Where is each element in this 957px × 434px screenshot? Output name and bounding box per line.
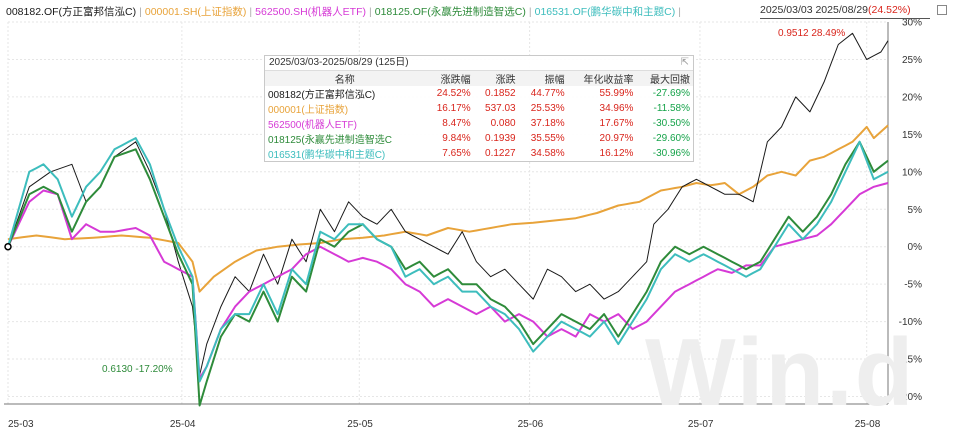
y-tick-label: 20% [902,92,922,103]
stats-cell-annual: 55.99% [599,88,634,99]
stats-cell-annual: 20.97% [599,133,634,144]
series-line [7,32,889,376]
date-range[interactable]: 2025/03/03 2025/08/29(24.52%) [760,4,911,16]
stats-cell-mdd: -27.69% [652,88,690,99]
stats-cell-chg: 0.080 [490,118,516,129]
stats-column-header: 名称 [265,71,425,86]
y-tick-label: -20% [899,392,922,403]
series-line [7,137,889,383]
x-tick-label: 25-08 [855,419,881,430]
stats-cell-chg-pct: 24.52% [436,88,471,99]
stats-cell-amp: 37.18% [530,118,565,129]
stats-table: 名称 涨跌幅 涨跌 振幅 年化收益率 最大回撤 008182(方正富邦信泓C) 24.52%… [265,71,693,161]
y-tick-label: 30% [902,18,922,29]
stats-cell-amp: 44.77% [530,88,565,99]
y-tick-label: 10% [902,167,922,178]
x-tick-label: 25-03 [8,419,34,430]
stats-cell-mdd: -30.50% [652,118,690,129]
stats-header-row: 名称 涨跌幅 涨跌 振幅 年化收益率 最大回撤 [265,71,693,86]
stats-row[interactable]: 016531(鹏华碳中和主题C) 7.65% 0.1227 34.58% 16.12% -… [265,146,693,161]
y-tick-label: 15% [902,130,922,141]
series-line [7,182,889,380]
x-tick-label: 25-07 [688,419,714,430]
stats-cell-chg-pct: 16.17% [436,103,471,114]
y-tick-label: -15% [899,355,922,366]
min-annotation: 0.6130 -17.20% [102,364,173,375]
legend-separator: | [528,6,532,18]
y-tick-label: -10% [899,317,922,328]
series-line [7,124,889,293]
legend-item[interactable]: 000001.SH(上证指数) [144,6,247,18]
date-range-text: 2025/03/03 2025/08/29 [760,4,869,16]
stats-cell-mdd: -11.58% [653,103,690,114]
legend-item[interactable]: 016531.OF(鹏华碳中和主题C) [534,6,676,18]
stats-column-header: 最大回撤 [636,71,693,86]
stats-cell-name: 016531(鹏华碳中和主题C) [268,150,386,161]
legend-item[interactable]: 008182.OF(方正富邦信泓C) [6,6,137,18]
range-select-icon[interactable] [937,5,947,15]
x-tick-label: 25-06 [518,419,544,430]
y-tick-label: -5% [904,280,922,291]
origin-marker [4,242,12,251]
collapse-icon[interactable]: ⇱ [680,57,689,68]
stats-cell-amp: 35.55% [530,133,565,144]
stats-cell-mdd: -30.96% [652,148,690,159]
date-range-pct: (24.52%) [868,4,911,16]
stats-panel-title: 2025/03/03-2025/08/29 (125日) [269,57,409,68]
legend-item[interactable]: 018125.OF(永赢先进制造智选C) [374,6,526,18]
wind-watermark: Win.d [645,319,916,426]
legend-separator: | [369,6,372,18]
legend-separator: | [139,6,142,18]
stats-cell-name: 562500(机器人ETF) [268,120,357,131]
stats-column-header: 涨跌幅 [424,71,474,86]
stats-cell-chg-pct: 7.65% [442,148,471,159]
stats-row[interactable]: 562500(机器人ETF) 8.47% 0.080 37.18% 17.67% -30.… [265,116,693,131]
legend-separator: | [678,6,681,18]
stats-cell-name: 008182(方正富邦信泓C) [268,90,376,101]
stats-row[interactable]: 008182(方正富邦信泓C) 24.52% 0.1852 44.77% 55.99% -… [265,86,693,101]
stats-cell-annual: 17.67% [599,118,634,129]
stats-cell-name: 000001(上证指数) [268,105,349,116]
stats-cell-chg-pct: 9.84% [442,133,471,144]
stats-column-header: 涨跌 [473,71,519,86]
x-tick-label: 25-05 [347,419,373,430]
max-annotation: 0.9512 28.49% [778,28,846,39]
date-range-underline [760,18,930,19]
y-tick-label: 5% [908,205,923,216]
stats-cell-amp: 34.58% [530,148,565,159]
stats-cell-chg: 0.1227 [485,148,516,159]
stats-column-header: 振幅 [518,71,568,86]
stats-cell-amp: 25.53% [530,103,565,114]
stats-cell-chg: 537.03 [485,103,516,114]
stats-column-header: 年化收益率 [567,71,637,86]
legend-item[interactable]: 562500.SH(机器人ETF) [255,6,367,18]
stats-row[interactable]: 000001(上证指数) 16.17% 537.03 25.53% 34.96% -11.… [265,101,693,116]
stats-cell-annual: 16.12% [599,148,634,159]
series-legend: 008182.OF(方正富邦信泓C) | 000001.SH(上证指数) | 56250… [6,4,684,20]
stats-row[interactable]: 018125(永赢先进制造智选C 9.84% 0.1939 35.55% 20.97% -… [265,131,693,146]
stats-cell-chg: 0.1939 [485,133,516,144]
stats-cell-annual: 34.96% [599,103,634,114]
legend-separator: | [249,6,253,18]
stats-cell-name: 018125(永赢先进制造智选C [268,135,392,146]
y-tick-label: 25% [902,55,922,66]
stats-cell-mdd: -29.60% [652,133,690,144]
stats-cell-chg-pct: 8.47% [442,118,471,129]
stats-cell-chg: 0.1852 [485,88,516,99]
y-tick-label: 0% [908,242,923,253]
x-tick-label: 25-04 [170,419,196,430]
stats-panel-header: 2025/03/03-2025/08/29 (125日) ⇱ [265,56,693,71]
stats-panel: 2025/03/03-2025/08/29 (125日) ⇱ 名称 涨跌幅 涨跌 振幅… [264,55,694,162]
series-line [7,140,889,407]
